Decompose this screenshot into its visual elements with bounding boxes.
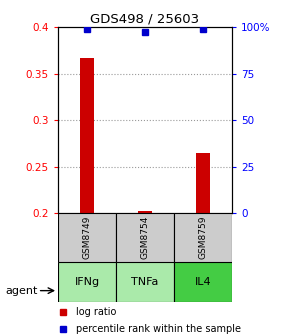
Bar bbox=[58, 262, 116, 302]
Text: TNFa: TNFa bbox=[131, 277, 159, 287]
Text: log ratio: log ratio bbox=[76, 307, 117, 317]
Text: IFNg: IFNg bbox=[75, 277, 99, 287]
Bar bbox=[174, 213, 232, 262]
Bar bbox=[58, 213, 116, 262]
Bar bbox=[80, 58, 94, 213]
Bar bbox=[116, 213, 174, 262]
Text: agent: agent bbox=[6, 286, 38, 296]
Bar bbox=[116, 262, 174, 302]
Text: percentile rank within the sample: percentile rank within the sample bbox=[76, 324, 241, 334]
Bar bbox=[196, 153, 210, 213]
Title: GDS498 / 25603: GDS498 / 25603 bbox=[90, 13, 200, 26]
Text: GSM8749: GSM8749 bbox=[82, 216, 92, 259]
Bar bbox=[174, 262, 232, 302]
Text: GSM8754: GSM8754 bbox=[140, 216, 150, 259]
Bar bbox=[138, 211, 152, 213]
Text: IL4: IL4 bbox=[195, 277, 211, 287]
Text: GSM8759: GSM8759 bbox=[198, 216, 208, 259]
